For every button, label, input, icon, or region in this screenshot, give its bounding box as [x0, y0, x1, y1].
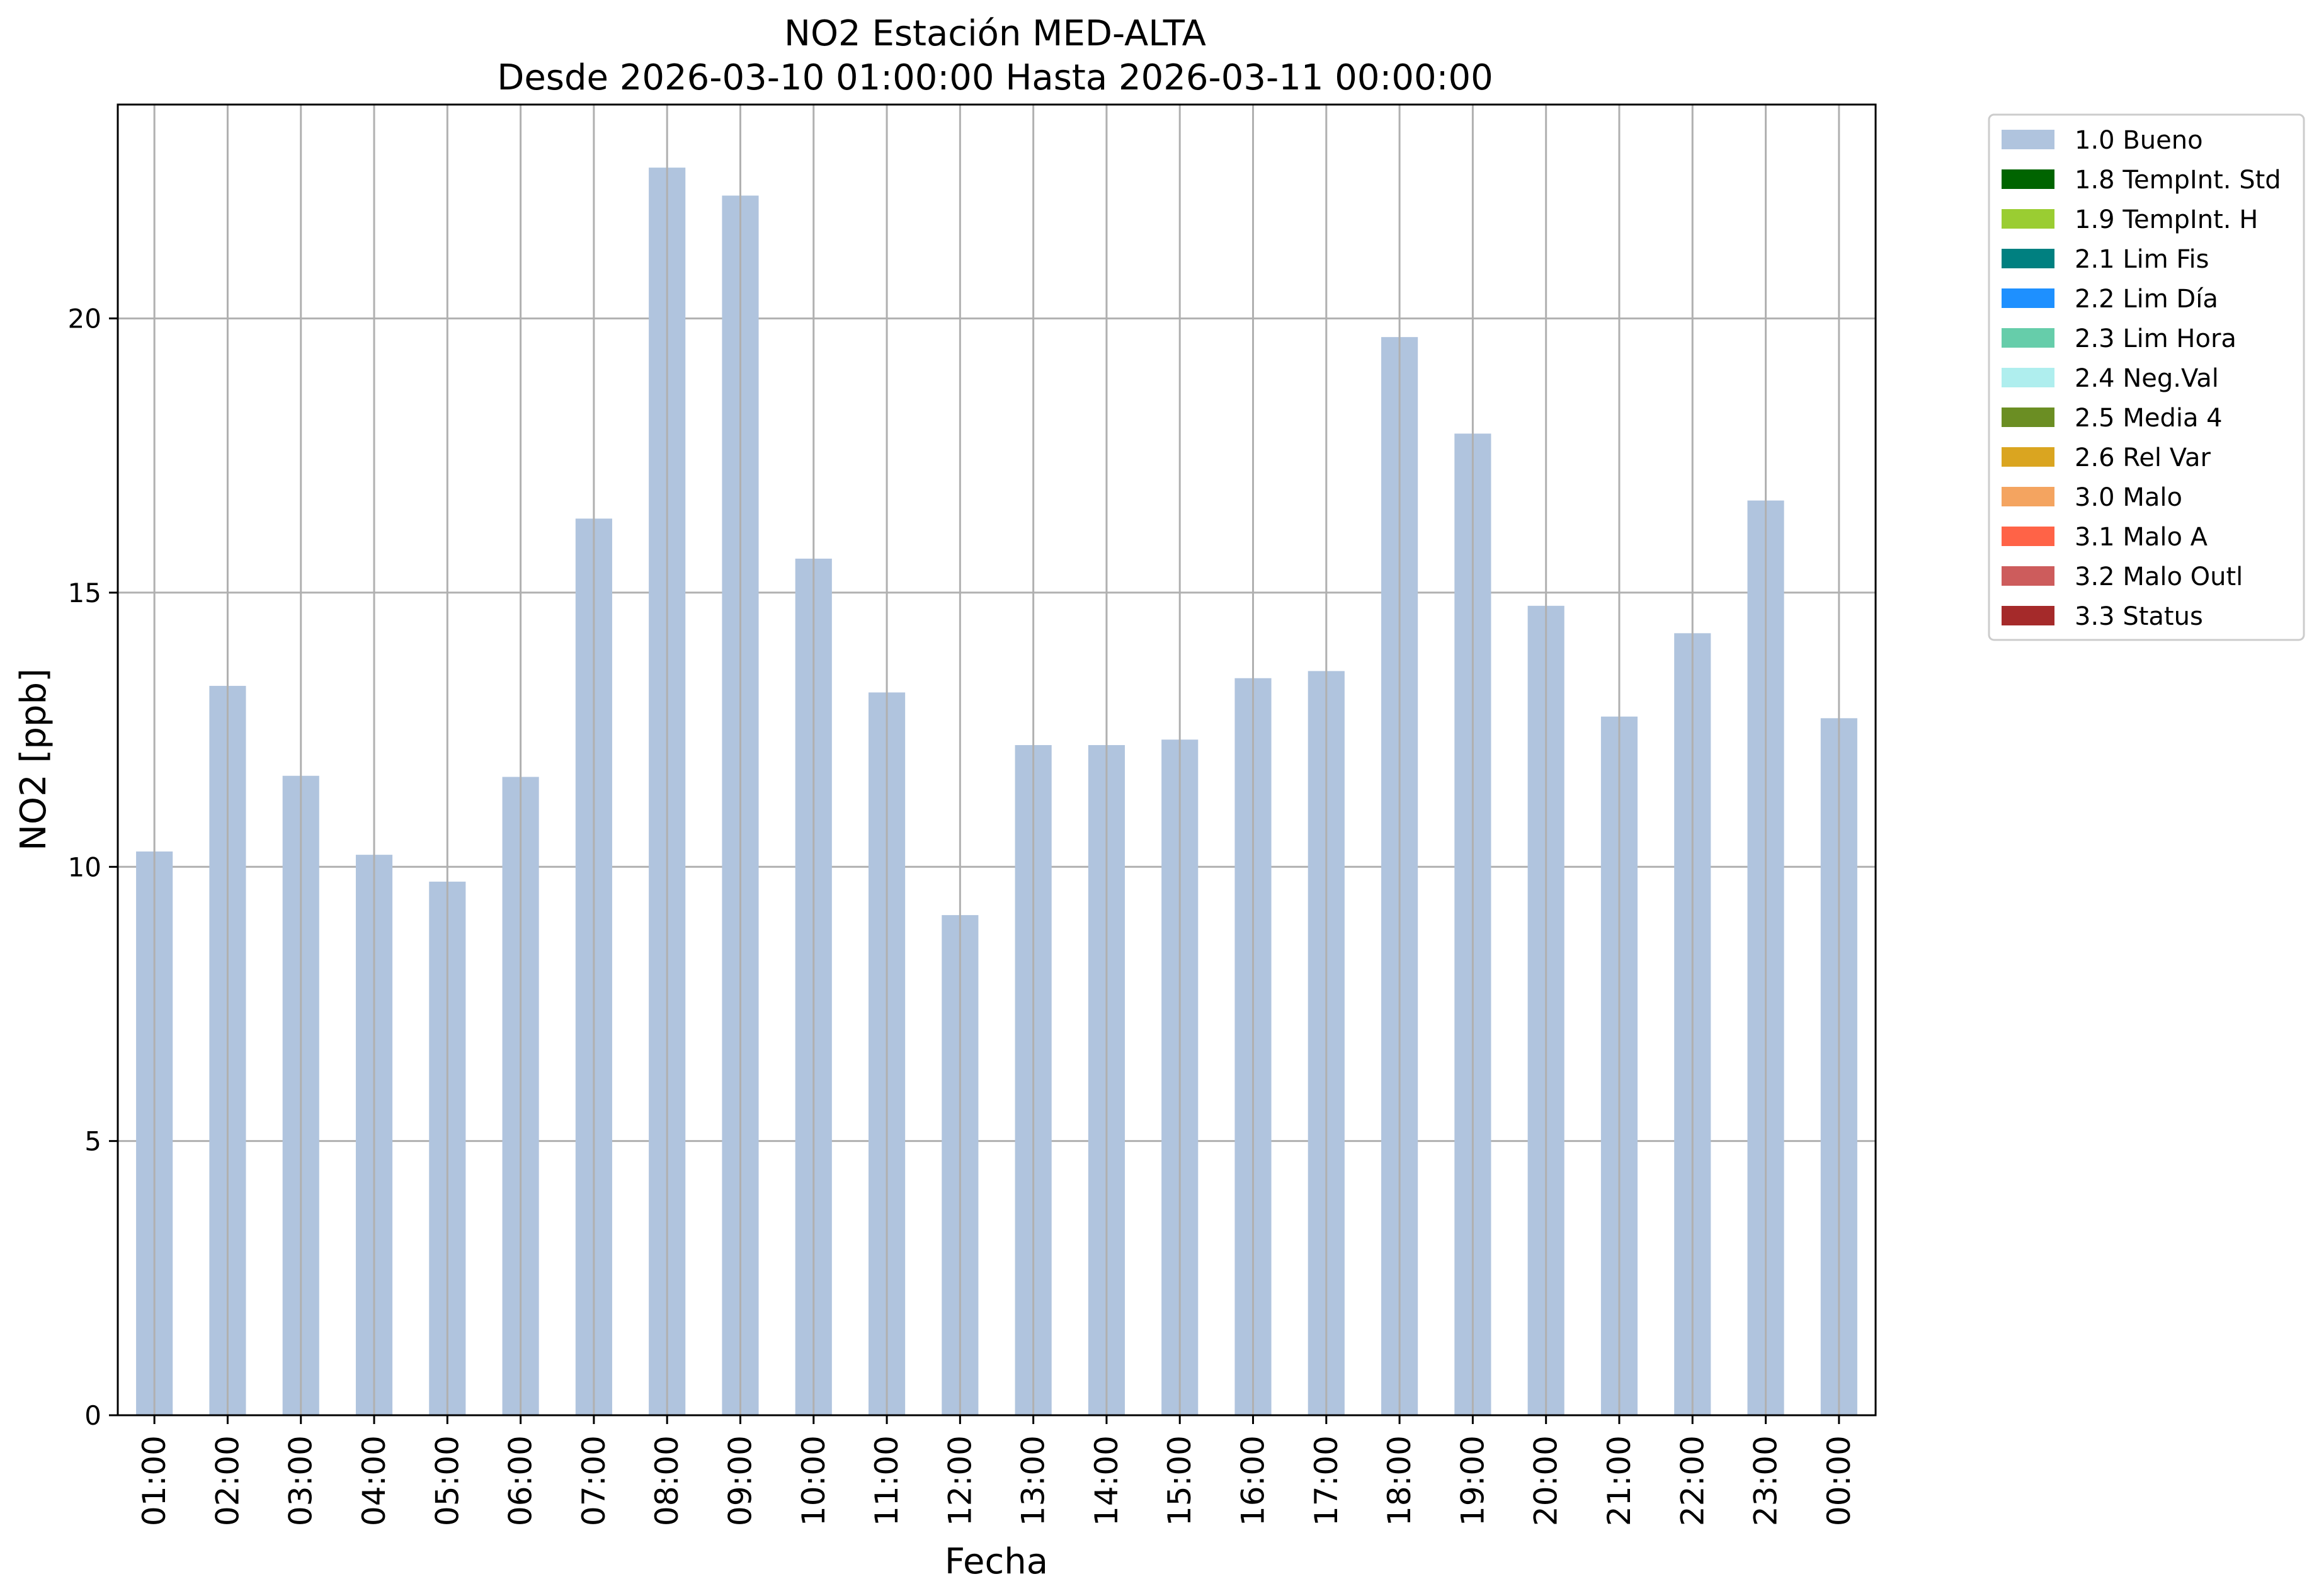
x-tick-label: 23:00 [1748, 1435, 1784, 1526]
y-tick-label: 15 [68, 578, 101, 608]
x-tick-label: 06:00 [503, 1435, 539, 1526]
legend-swatch [2002, 328, 2054, 348]
legend-swatch [2002, 288, 2054, 308]
legend-label: 2.1 Lim Fis [2075, 245, 2209, 274]
legend-label: 3.0 Malo [2075, 483, 2182, 512]
x-axis-label: Fecha [945, 1541, 1048, 1582]
x-tick-label: 13:00 [1015, 1435, 1052, 1526]
legend-label: 2.2 Lim Día [2075, 285, 2218, 314]
legend-swatch [2002, 566, 2054, 586]
legend-swatch [2002, 249, 2054, 268]
legend-swatch [2002, 130, 2054, 149]
x-tick-label: 02:00 [209, 1435, 246, 1526]
x-tick-label: 04:00 [356, 1435, 392, 1526]
x-tick-label: 17:00 [1308, 1435, 1345, 1526]
legend-swatch [2002, 487, 2054, 506]
y-tick-label: 10 [68, 852, 101, 882]
x-tick-label: 15:00 [1161, 1435, 1198, 1526]
legend-label: 2.6 Rel Var [2075, 443, 2211, 472]
x-tick-label: 03:00 [283, 1435, 319, 1526]
x-tick-label: 12:00 [942, 1435, 978, 1526]
legend-swatch [2002, 209, 2054, 229]
x-axis-ticks: 01:00 02:00 03:00 04:00 05:00 06:00 07:00 08:00… [136, 1415, 1857, 1526]
legend-label: 3.1 Malo A [2075, 523, 2208, 552]
legend-swatch [2002, 606, 2054, 625]
legend-label: 2.5 Media 4 [2075, 404, 2223, 433]
x-tick-label: 08:00 [649, 1435, 685, 1526]
legend: 1.0 Bueno 1.8 TempInt. Std 1.9 TempInt. H 2… [1988, 113, 2305, 641]
x-tick-label: 14:00 [1088, 1435, 1125, 1526]
legend-label: 3.3 Status [2075, 602, 2203, 631]
legend-label: 3.2 Malo Outl [2075, 562, 2243, 591]
legend-label: 2.4 Neg.Val [2075, 364, 2219, 393]
y-tick-label: 5 [84, 1126, 101, 1157]
x-tick-label: 19:00 [1454, 1435, 1491, 1526]
x-tick-label: 09:00 [722, 1435, 758, 1526]
legend-label: 1.0 Bueno [2075, 126, 2203, 155]
y-axis-label: NO2 [ppb] [13, 668, 54, 851]
x-grid-lines [153, 105, 1840, 1415]
y-tick-label: 0 [84, 1400, 101, 1431]
chart-subtitle: Desde 2026-03-10 01:00:00 Hasta 2026-03-… [497, 57, 1493, 98]
legend-swatch [2002, 169, 2054, 189]
x-tick-label: 00:00 [1821, 1435, 1857, 1526]
x-tick-label: 16:00 [1235, 1435, 1272, 1526]
legend-swatch [2002, 447, 2054, 467]
legend-swatch [2002, 368, 2054, 387]
legend-frame [1988, 113, 2305, 641]
chart-title: NO2 Estación MED-ALTA [784, 13, 1206, 54]
x-tick-label: 05:00 [429, 1435, 465, 1526]
y-tick-label: 20 [68, 304, 101, 334]
y-axis-ticks: 0 5 10 15 20 [68, 304, 118, 1431]
x-tick-label: 21:00 [1601, 1435, 1638, 1526]
x-tick-label: 20:00 [1528, 1435, 1564, 1526]
x-tick-label: 10:00 [795, 1435, 832, 1526]
x-tick-label: 22:00 [1674, 1435, 1711, 1526]
legend-label: 1.9 TempInt. H [2075, 205, 2258, 234]
x-tick-label: 11:00 [869, 1435, 905, 1526]
plot-area-frame [117, 103, 1877, 1416]
x-tick-label: 01:00 [136, 1435, 173, 1526]
x-tick-label: 07:00 [576, 1435, 612, 1526]
x-tick-label: 18:00 [1381, 1435, 1418, 1526]
legend-swatch [2002, 408, 2054, 427]
legend-label: 2.3 Lim Hora [2075, 324, 2236, 353]
legend-swatch [2002, 527, 2054, 546]
legend-label: 1.8 TempInt. Std [2075, 166, 2281, 195]
